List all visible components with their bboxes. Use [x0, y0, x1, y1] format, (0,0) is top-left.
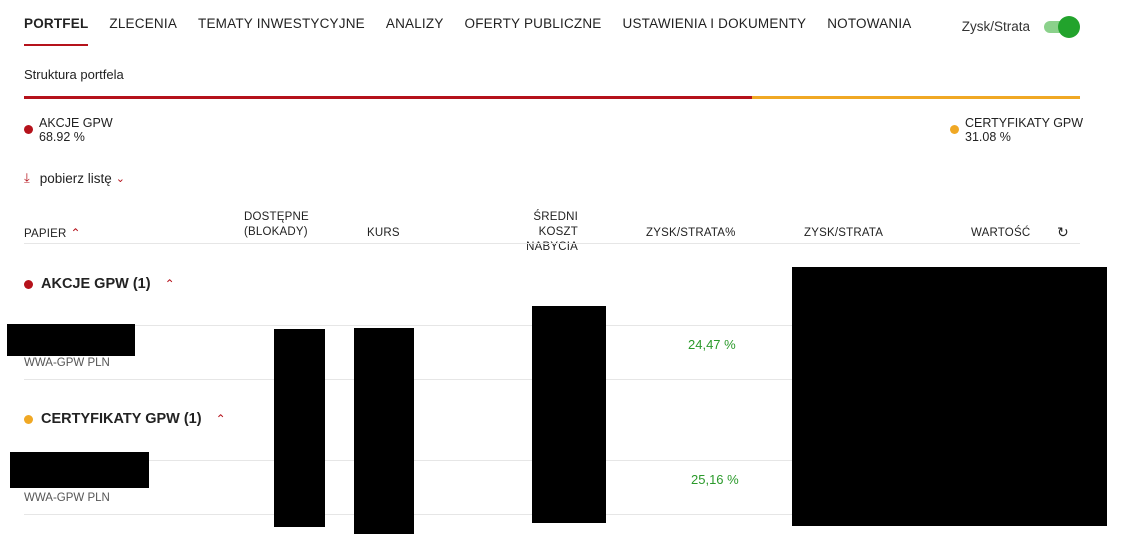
redaction-block [274, 329, 325, 527]
legend-certyfikaty: CERTYFIKATY GPW 31.08 % [950, 116, 1083, 144]
profit-loss-toggle-label: Zysk/Strata [961, 18, 1030, 34]
profit-loss-toggle[interactable] [1044, 16, 1080, 38]
col-header-avg-cost-line2: NABYCIA [526, 241, 578, 253]
portfolio-structure-title: Struktura portfela [24, 67, 124, 82]
tab-ustawienia-i-dokumenty[interactable]: USTAWIENIA I DOKUMENTY [622, 16, 807, 31]
group-title: CERTYFIKATY GPW (1) [41, 411, 202, 427]
col-header-pl[interactable]: ZYSK/STRATA [804, 227, 884, 239]
col-header-available-line1: DOSTĘPNE [244, 211, 309, 223]
chevron-up-icon: ⌃ [215, 412, 226, 426]
col-header-price[interactable]: KURS [367, 227, 400, 239]
group-dot-yellow [24, 414, 33, 424]
col-header-avg-cost[interactable]: ŚREDNI KOSZT NABYCIA [494, 210, 578, 255]
row-ticker: WWA-GPW PLN [24, 492, 110, 504]
row-pl-pct: 24,47 % [688, 337, 736, 352]
download-list-button[interactable]: ⤓ pobierz listę ⌄ [24, 170, 125, 186]
group-certyfikaty-gpw[interactable]: CERTYFIKATY GPW (1) ⌃ [24, 411, 226, 427]
chevron-up-icon: ⌃ [164, 277, 175, 291]
tab-notowania[interactable]: NOTOWANIA [827, 16, 912, 31]
legend-value: 31.08 % [965, 130, 1011, 144]
group-title: AKCJE GPW (1) [41, 276, 151, 292]
col-header-pl-pct[interactable]: ZYSK/STRATA% [646, 227, 736, 239]
tab-portfel[interactable]: PORTFEL [24, 16, 89, 46]
redaction-block [532, 306, 606, 523]
redaction-block [7, 324, 135, 356]
tab-zlecenia[interactable]: ZLECENIA [109, 16, 178, 31]
tab-oferty-publiczne[interactable]: OFERTY PUBLICZNE [464, 16, 602, 31]
legend-dot-red [24, 125, 33, 134]
refresh-icon[interactable]: ↻ [1057, 224, 1069, 240]
col-header-avg-cost-line1: ŚREDNI KOSZT [533, 211, 578, 238]
structure-segment-akcje [24, 96, 752, 99]
sort-up-icon: ⌃ [70, 226, 81, 240]
legend-value: 68.92 % [39, 130, 85, 144]
tab-tematy-inwestycyjne[interactable]: TEMATY INWESTYCYJNE [198, 16, 365, 31]
main-nav: PORTFEL ZLECENIA TEMATY INWESTYCYJNE ANA… [24, 16, 933, 46]
redaction-block [792, 267, 1107, 526]
structure-segment-certyfikaty [751, 96, 1080, 99]
profit-loss-toggle-group: Zysk/Strata [961, 16, 1080, 38]
download-arrow-icon: ⤓ [24, 170, 30, 185]
redaction-block [354, 328, 414, 534]
col-header-available-line2: (BLOKADY) [244, 226, 308, 238]
chevron-down-icon: ⌄ [115, 172, 126, 185]
col-header-available[interactable]: DOSTĘPNE (BLOKADY) [244, 210, 309, 240]
col-header-paper[interactable]: PAPIER ⌃ [24, 226, 81, 242]
legend-name: CERTYFIKATY GPW [965, 116, 1084, 130]
legend-name: AKCJE GPW [39, 116, 113, 130]
redaction-block [10, 452, 149, 488]
group-akcje-gpw[interactable]: AKCJE GPW (1) ⌃ [24, 276, 175, 292]
row-ticker: WWA-GPW PLN [24, 357, 110, 369]
row-pl-pct: 25,16 % [691, 472, 739, 487]
col-header-value[interactable]: WARTOŚĆ [971, 227, 1031, 239]
toggle-knob [1058, 16, 1080, 38]
portfolio-structure-bar [24, 96, 1080, 99]
legend-dot-yellow [950, 125, 959, 134]
legend-akcje: AKCJE GPW 68.92 % [24, 116, 113, 144]
tab-analizy[interactable]: ANALIZY [385, 16, 444, 31]
col-header-paper-label: PAPIER [24, 228, 67, 240]
group-dot-red [24, 279, 33, 289]
download-list-label: pobierz listę [39, 170, 112, 186]
header-divider [24, 243, 1080, 244]
